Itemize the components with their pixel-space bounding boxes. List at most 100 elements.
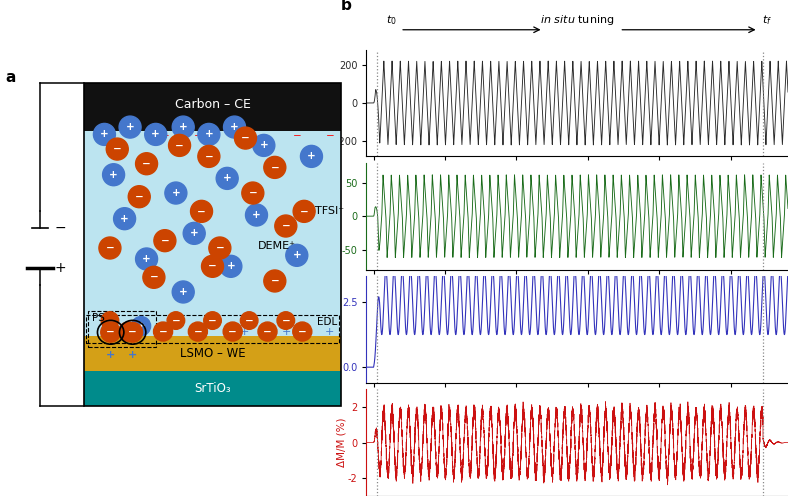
Circle shape: [145, 124, 167, 145]
Text: +: +: [226, 261, 236, 271]
Text: −: −: [106, 315, 114, 325]
Text: +: +: [154, 326, 163, 337]
Text: +: +: [259, 140, 268, 150]
Text: +: +: [172, 188, 180, 198]
Bar: [86, 315, 339, 343]
Text: +: +: [325, 326, 334, 337]
Text: +: +: [230, 122, 239, 132]
Circle shape: [191, 200, 213, 222]
Text: b: b: [341, 0, 352, 12]
Circle shape: [198, 124, 220, 145]
Text: −: −: [229, 326, 237, 337]
Text: −: −: [194, 130, 203, 140]
Circle shape: [240, 312, 258, 329]
Circle shape: [188, 322, 207, 341]
Text: +: +: [126, 122, 135, 132]
Circle shape: [99, 237, 121, 259]
Circle shape: [113, 208, 136, 230]
Text: −: −: [248, 188, 257, 198]
Text: −: −: [106, 243, 114, 253]
Bar: [84, 83, 340, 406]
Circle shape: [204, 312, 221, 329]
Text: +: +: [292, 250, 301, 260]
Circle shape: [119, 116, 141, 138]
Text: −: −: [263, 326, 272, 337]
Text: −: −: [150, 272, 158, 282]
Text: −: −: [158, 326, 167, 337]
Text: +: +: [179, 122, 188, 132]
Text: +: +: [128, 350, 137, 360]
Text: +: +: [196, 326, 206, 337]
Text: $t_f$: $t_f$: [762, 13, 772, 27]
Text: SrTiO₃: SrTiO₃: [194, 381, 231, 395]
Text: −: −: [95, 130, 103, 140]
Text: −: −: [325, 130, 334, 140]
Text: +: +: [142, 254, 151, 264]
Circle shape: [143, 266, 165, 288]
Text: −: −: [128, 130, 136, 140]
Text: −: −: [124, 326, 132, 337]
Circle shape: [123, 322, 143, 342]
Circle shape: [101, 312, 119, 329]
Text: +: +: [136, 321, 146, 331]
Y-axis label: ΔM/M (%): ΔM/M (%): [336, 418, 346, 467]
Text: +: +: [110, 170, 118, 180]
Circle shape: [300, 145, 322, 167]
Circle shape: [132, 316, 151, 336]
Text: LSMO – WE: LSMO – WE: [180, 347, 245, 360]
Text: −: −: [106, 327, 115, 337]
Text: −: −: [54, 221, 66, 235]
Circle shape: [202, 255, 224, 277]
Circle shape: [293, 322, 312, 341]
Text: −: −: [208, 315, 217, 325]
Circle shape: [209, 237, 231, 259]
Bar: [84, 131, 340, 336]
Circle shape: [224, 116, 246, 138]
Text: −: −: [241, 133, 250, 143]
Circle shape: [242, 182, 264, 204]
Text: −: −: [298, 326, 307, 337]
Text: +: +: [151, 129, 160, 139]
Text: +: +: [282, 326, 292, 337]
Circle shape: [258, 322, 277, 341]
Text: +: +: [54, 261, 66, 275]
Circle shape: [169, 134, 191, 156]
Text: +: +: [252, 210, 261, 220]
Text: −: −: [128, 327, 137, 337]
Circle shape: [102, 164, 125, 186]
Text: −: −: [197, 206, 206, 216]
Y-axis label: Q (μC cm⁻²): Q (μC cm⁻²): [330, 298, 340, 361]
Text: +: +: [223, 174, 232, 184]
Text: +: +: [179, 287, 188, 297]
Text: −: −: [161, 236, 169, 246]
Bar: [84, 83, 340, 131]
Text: +: +: [240, 326, 249, 337]
Circle shape: [94, 124, 115, 145]
Circle shape: [198, 145, 220, 167]
Circle shape: [253, 134, 275, 156]
Circle shape: [154, 230, 176, 251]
Text: −: −: [172, 315, 180, 325]
Text: −: −: [113, 144, 121, 154]
Circle shape: [264, 270, 286, 292]
Circle shape: [220, 255, 242, 277]
Text: $\it{in\ situ}$ tuning: $\it{in\ situ}$ tuning: [540, 13, 615, 27]
Text: PS: PS: [92, 313, 106, 323]
Text: −: −: [142, 159, 151, 169]
Text: +: +: [100, 129, 109, 139]
Circle shape: [235, 127, 257, 149]
Text: DEME⁺: DEME⁺: [258, 241, 296, 251]
Text: −: −: [135, 191, 143, 202]
Bar: [88, 311, 156, 347]
Text: +: +: [111, 326, 120, 337]
Text: −: −: [204, 151, 214, 161]
Text: −: −: [299, 206, 309, 216]
Text: −: −: [194, 326, 203, 337]
Text: +: +: [121, 214, 129, 224]
Text: −: −: [281, 221, 290, 231]
Circle shape: [167, 312, 184, 329]
Text: −: −: [292, 130, 301, 140]
Bar: [84, 371, 340, 406]
Circle shape: [128, 186, 151, 208]
Text: −: −: [281, 315, 290, 325]
